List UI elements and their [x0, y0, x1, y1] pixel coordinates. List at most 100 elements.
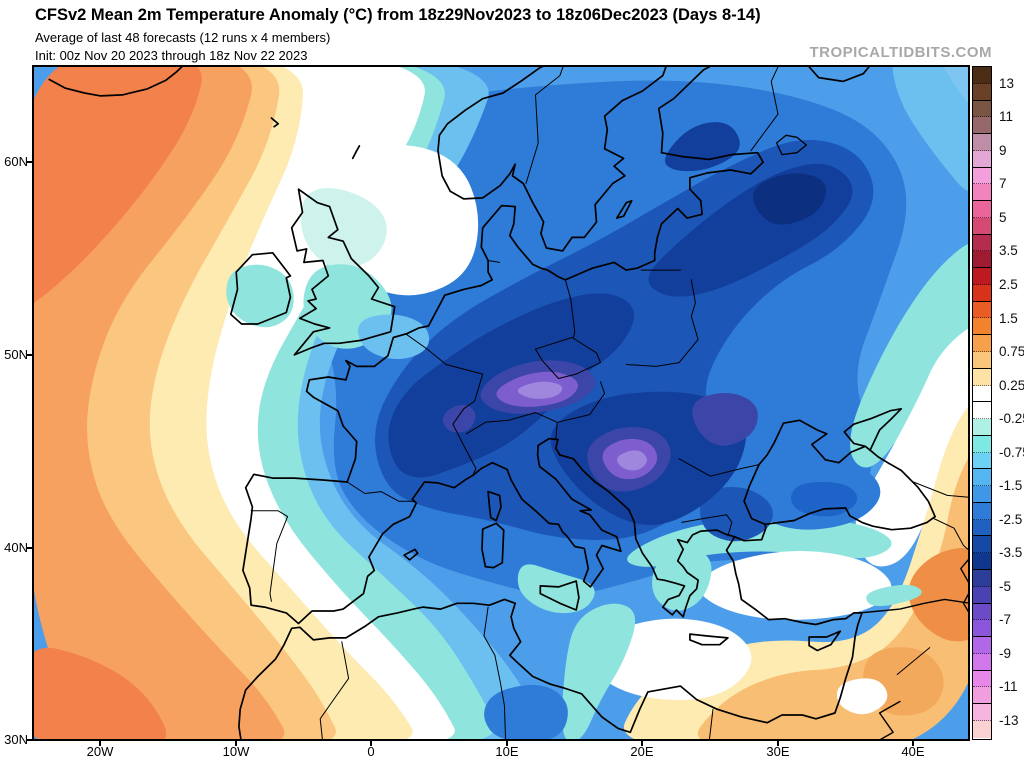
map-line	[487, 260, 501, 263]
colorbar-cell	[973, 301, 991, 319]
colorbar-cell	[973, 536, 991, 554]
lon-tick	[912, 740, 914, 746]
anomaly-region	[33, 647, 166, 740]
map-line	[556, 381, 606, 423]
colorbar-tick-label: -13	[999, 713, 1019, 729]
colorbar-cell	[973, 352, 991, 369]
map-line	[465, 412, 558, 441]
lat-label: 40N	[4, 540, 28, 555]
map-line	[896, 647, 931, 675]
coastline-layer	[48, 66, 969, 740]
map-line	[808, 630, 842, 652]
lon-tick	[777, 740, 779, 746]
map-line	[807, 66, 871, 83]
anomaly-region	[517, 381, 563, 399]
colorbar-cell	[973, 217, 991, 235]
map-line	[535, 337, 601, 379]
map-line	[483, 606, 507, 740]
colorbar-cell	[973, 167, 991, 185]
map-line	[229, 251, 292, 325]
map-line	[933, 518, 969, 551]
map-line	[615, 199, 633, 219]
map-line	[437, 66, 546, 193]
colorbar-tick-label: 11	[999, 109, 1014, 125]
anomaly-region	[908, 548, 969, 642]
map-line	[554, 438, 736, 618]
colorbar-cell	[973, 100, 991, 118]
anomaly-region	[665, 122, 740, 172]
colorbar-cell	[973, 469, 991, 487]
map-line	[351, 145, 361, 160]
colorbar-cell	[973, 402, 991, 420]
lon-label: 30E	[766, 744, 790, 759]
colorbar-cell	[973, 435, 991, 453]
map-line	[525, 66, 564, 184]
lon-label: 20W	[86, 744, 114, 759]
anomaly-region	[33, 66, 202, 304]
map-line	[912, 481, 969, 498]
watermark: TROPICALTIDBITS.COM	[809, 44, 992, 61]
map-frame	[32, 65, 970, 741]
map-line	[869, 449, 936, 518]
map-line	[449, 66, 668, 252]
colorbar-cell	[973, 519, 991, 537]
colorbar-cell	[973, 134, 991, 151]
map-line	[411, 474, 475, 501]
colorbar-cell	[973, 385, 991, 403]
anomaly-fill-layer	[33, 66, 969, 740]
colorbar-cell	[973, 637, 991, 654]
lon-label: 20E	[630, 744, 654, 759]
lat-tick	[27, 354, 33, 356]
colorbar-tick-label: -1.5	[999, 478, 1023, 494]
map-line	[750, 66, 779, 152]
init-line: Init: 00z Nov 20 2023 through 18z Nov 22…	[35, 48, 308, 63]
map-line	[858, 598, 969, 614]
map-line	[743, 419, 871, 526]
colorbar-tick-label: -0.25	[999, 411, 1024, 427]
map-line	[681, 514, 733, 537]
colorbar-cell	[973, 67, 991, 84]
anomaly-region	[753, 173, 826, 225]
map-line	[270, 117, 280, 128]
colorbar-tick-label: -0.75	[999, 444, 1024, 460]
colorbar-tick-label: -5	[999, 578, 1012, 594]
anomaly-region	[836, 678, 888, 715]
colorbar-cell	[973, 687, 991, 705]
map-line	[346, 481, 416, 502]
anomaly-region	[226, 264, 294, 328]
colorbar-tick-label: -3.5	[999, 545, 1023, 561]
colorbar-cell	[973, 335, 991, 353]
lon-label: 40E	[901, 744, 925, 759]
colorbar-cell	[973, 268, 991, 285]
map-line	[689, 633, 729, 646]
map-line	[250, 510, 289, 602]
colorbar-tick-label: 2.5	[999, 277, 1018, 292]
anomaly-region	[517, 564, 595, 614]
map-line	[733, 507, 936, 542]
colorbar-tick-label: 9	[999, 142, 1007, 158]
map-line	[960, 558, 969, 614]
lat-label: 60N	[4, 154, 28, 169]
colorbar-tick-label: 1.5	[999, 310, 1018, 326]
colorbar-cell	[973, 653, 991, 671]
subtitle: Average of last 48 forecasts (12 runs x …	[35, 30, 331, 45]
anomaly-region	[692, 393, 758, 446]
colorbar-tick-label: -2.5	[999, 511, 1023, 527]
anomaly-region	[700, 487, 773, 542]
map-line	[305, 66, 764, 483]
map-line	[472, 437, 622, 588]
colorbar-tick-label: 0.75	[999, 344, 1024, 360]
anomaly-region	[562, 603, 636, 740]
colorbar-cell	[973, 586, 991, 604]
anomaly-region	[300, 188, 387, 269]
colorbar-tick-label: -9	[999, 645, 1012, 661]
colorbar-cell	[973, 704, 991, 721]
lat-label: 50N	[4, 347, 28, 362]
map-line	[319, 641, 350, 740]
colorbar-cell	[973, 620, 991, 638]
colorbar-cell	[973, 486, 991, 503]
lat-tick	[27, 739, 33, 741]
colorbar-tick-label: 3.5	[999, 243, 1018, 259]
map-line	[539, 580, 580, 611]
